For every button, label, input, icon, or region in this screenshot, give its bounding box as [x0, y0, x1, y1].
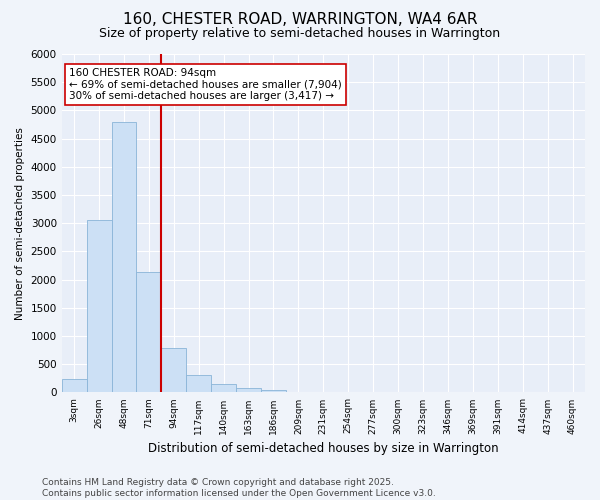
Bar [236, 388, 261, 392]
Bar [62, 379, 86, 392]
Bar [261, 390, 286, 392]
Bar [211, 384, 236, 392]
Bar [112, 122, 136, 392]
Bar [136, 272, 161, 392]
Text: Contains HM Land Registry data © Crown copyright and database right 2025.
Contai: Contains HM Land Registry data © Crown c… [42, 478, 436, 498]
Bar [161, 348, 186, 393]
Text: 160, CHESTER ROAD, WARRINGTON, WA4 6AR: 160, CHESTER ROAD, WARRINGTON, WA4 6AR [123, 12, 477, 28]
Bar [186, 375, 211, 392]
Text: Size of property relative to semi-detached houses in Warrington: Size of property relative to semi-detach… [100, 28, 500, 40]
Y-axis label: Number of semi-detached properties: Number of semi-detached properties [15, 127, 25, 320]
X-axis label: Distribution of semi-detached houses by size in Warrington: Distribution of semi-detached houses by … [148, 442, 499, 455]
Text: 160 CHESTER ROAD: 94sqm
← 69% of semi-detached houses are smaller (7,904)
30% of: 160 CHESTER ROAD: 94sqm ← 69% of semi-de… [69, 68, 342, 102]
Bar [86, 220, 112, 392]
